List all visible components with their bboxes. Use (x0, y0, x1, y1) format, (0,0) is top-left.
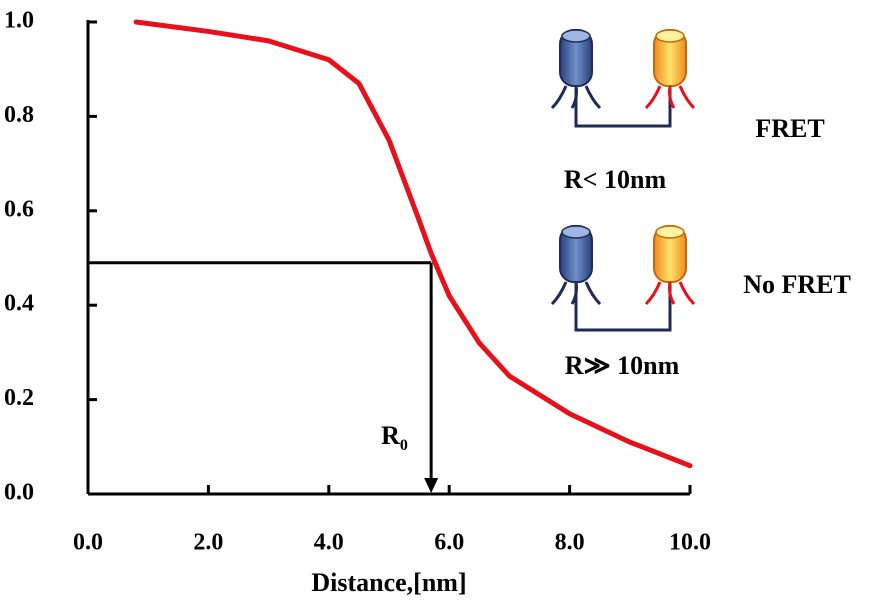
r0-label-subscript: 0 (400, 437, 408, 454)
y-tick-label: 0.4 (4, 291, 34, 317)
x-tick-label: 0.0 (73, 530, 103, 556)
no-fret-pair (550, 225, 696, 332)
r0-label: R0 (381, 421, 408, 454)
annotation: R< 10nm (564, 165, 667, 194)
annotation: FRET (755, 114, 824, 143)
r0-label-main: R (381, 421, 400, 450)
y-tick-label: 0.6 (4, 196, 34, 222)
x-tick-label: 4.0 (314, 530, 344, 556)
annotation: R≫ 10nm (565, 351, 680, 380)
x-axis-label: Distance,[nm] (311, 568, 466, 597)
curve (133, 19, 693, 469)
x-tick-label: 6.0 (434, 530, 464, 556)
y-tick-label: 0.8 (4, 102, 34, 128)
annotation: No FRET (743, 270, 851, 299)
y-tick-label: 0.0 (4, 480, 34, 506)
r0-arrowhead (424, 478, 439, 493)
fluorophore-icons (550, 29, 696, 332)
y-tick-label: 0.2 (4, 385, 34, 411)
x-tick-label: 8.0 (555, 530, 585, 556)
y-tick-label: 1.0 (4, 8, 34, 34)
fret-pair (550, 29, 696, 128)
x-tick-label: 10.0 (669, 530, 711, 556)
x-tick-label: 2.0 (193, 530, 223, 556)
